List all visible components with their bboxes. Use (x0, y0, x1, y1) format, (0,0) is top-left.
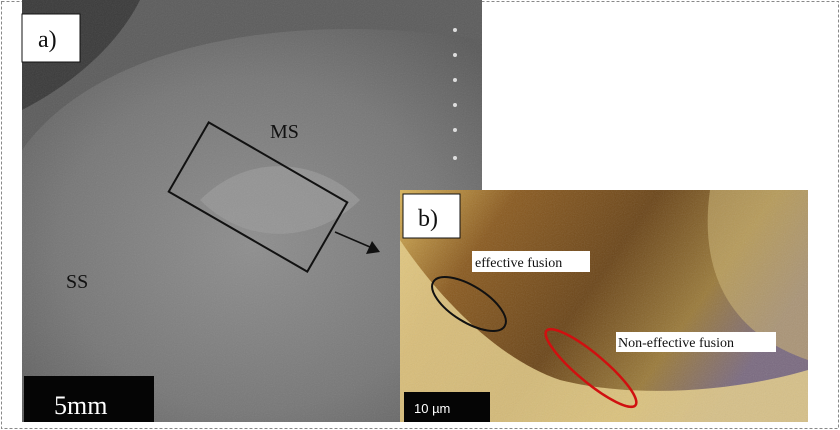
texture (400, 190, 808, 422)
panel-label: a) (38, 27, 57, 53)
figure: a) MS SS 5mm b) effective fusion Non-eff… (0, 0, 840, 430)
annotation: effective fusion (475, 256, 562, 271)
annotation: MS (270, 121, 299, 143)
annotation: Non-effective fusion (618, 336, 734, 351)
scale-label: 5mm (54, 391, 107, 420)
panel-label: b) (418, 206, 438, 232)
scale-label: 10 µm (414, 401, 450, 416)
annotation: SS (66, 271, 88, 293)
panel-b: b) effective fusion Non-effective fusion… (400, 190, 808, 422)
